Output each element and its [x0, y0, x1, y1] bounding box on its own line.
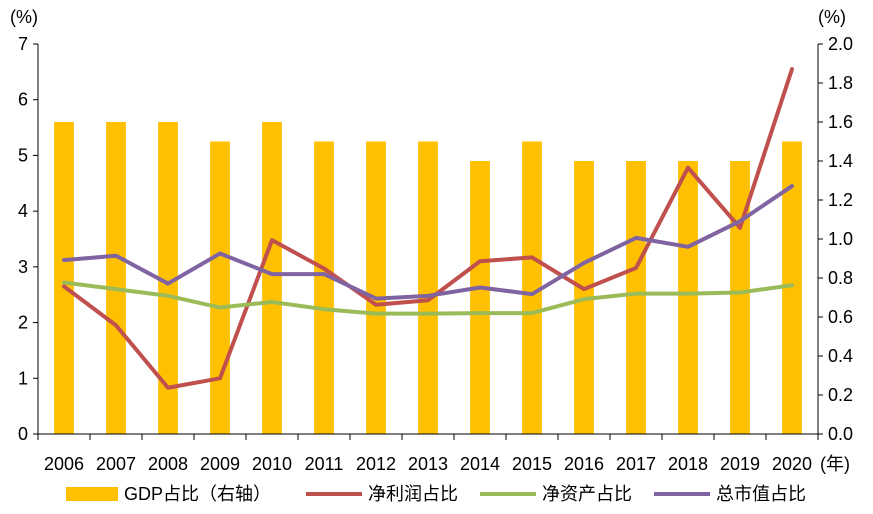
- x-tick-label: 2006: [44, 454, 84, 474]
- x-tick-label: 2009: [200, 454, 240, 474]
- left-tick-label: 0: [18, 424, 28, 444]
- bar-gdp-2018: [678, 161, 698, 434]
- right-tick-label: 1.0: [828, 229, 853, 249]
- line-series-3: [62, 184, 794, 301]
- x-tick-label: 2017: [616, 454, 656, 474]
- right-tick-label: 0.0: [828, 424, 853, 444]
- line-series-2: [62, 280, 794, 316]
- legend-label-1: GDP占比（右轴）: [124, 484, 271, 504]
- right-tick-label: 1.8: [828, 73, 853, 93]
- x-axis-unit-label: (年): [820, 454, 850, 474]
- bar-gdp-2006: [54, 122, 74, 434]
- x-tick-label: 2018: [668, 454, 708, 474]
- line-series-1: [62, 67, 794, 390]
- legend-label-3: 净资产占比: [542, 484, 632, 504]
- right-tick-label: 1.6: [828, 112, 853, 132]
- axes-layer: 0 1 2 3 4 5 6 7 0.0 0.2 0.4 0.6 0.8 1.0 1.2 1.4 1.6 1.8 2.…: [18, 34, 853, 474]
- left-tick-label: 3: [18, 257, 28, 277]
- x-tick-label: 2019: [720, 454, 760, 474]
- bar-gdp-2007: [106, 122, 126, 434]
- bar-gdp-2020: [782, 141, 802, 434]
- x-tick-label: 2010: [252, 454, 292, 474]
- right-tick-label: 0.8: [828, 268, 853, 288]
- bar-gdp-2013: [418, 141, 438, 434]
- right-axis-unit-label: (%): [818, 7, 846, 27]
- right-tick-label: 0.4: [828, 346, 853, 366]
- legend: GDP占比（右轴） 净利润占比 净资产占比 总市值占比: [66, 484, 806, 504]
- left-tick-label: 1: [18, 368, 28, 388]
- x-tick-label: 2013: [408, 454, 448, 474]
- x-tick-label: 2020: [772, 454, 812, 474]
- right-tick-label: 0.6: [828, 307, 853, 327]
- left-tick-label: 4: [18, 201, 28, 221]
- x-tick-label: 2011: [305, 454, 344, 474]
- right-tick-label: 0.2: [828, 385, 853, 405]
- right-tick-label: 1.2: [828, 190, 853, 210]
- legend-swatch-bar: [66, 487, 118, 501]
- x-tick-label: 2012: [356, 454, 396, 474]
- bar-gdp-2011: [314, 141, 334, 434]
- x-tick-label: 2007: [96, 454, 136, 474]
- lines-layer: [62, 67, 794, 390]
- bar-gdp-2019: [730, 161, 750, 434]
- x-tick-label: 2008: [148, 454, 188, 474]
- bars-layer: [54, 122, 802, 434]
- bar-gdp-2010: [262, 122, 282, 434]
- legend-label-4: 总市值占比: [716, 484, 806, 504]
- x-tick-label: 2014: [460, 454, 500, 474]
- bar-gdp-2017: [626, 161, 646, 434]
- bar-gdp-2009: [210, 141, 230, 434]
- bar-gdp-2012: [366, 141, 386, 434]
- legend-label-2: 净利润占比: [368, 484, 458, 504]
- x-tick-label: 2015: [512, 454, 552, 474]
- left-axis-unit-label: (%): [10, 7, 38, 27]
- right-tick-label: 1.4: [828, 151, 853, 171]
- bar-gdp-2008: [158, 122, 178, 434]
- x-tick-label: 2016: [564, 454, 604, 474]
- bar-gdp-2014: [470, 161, 490, 434]
- left-tick-label: 7: [18, 34, 28, 54]
- left-tick-label: 5: [18, 145, 28, 165]
- bar-gdp-2015: [522, 141, 542, 434]
- right-tick-label: 2.0: [828, 34, 853, 54]
- left-tick-label: 2: [18, 313, 28, 333]
- left-tick-label: 6: [18, 90, 28, 110]
